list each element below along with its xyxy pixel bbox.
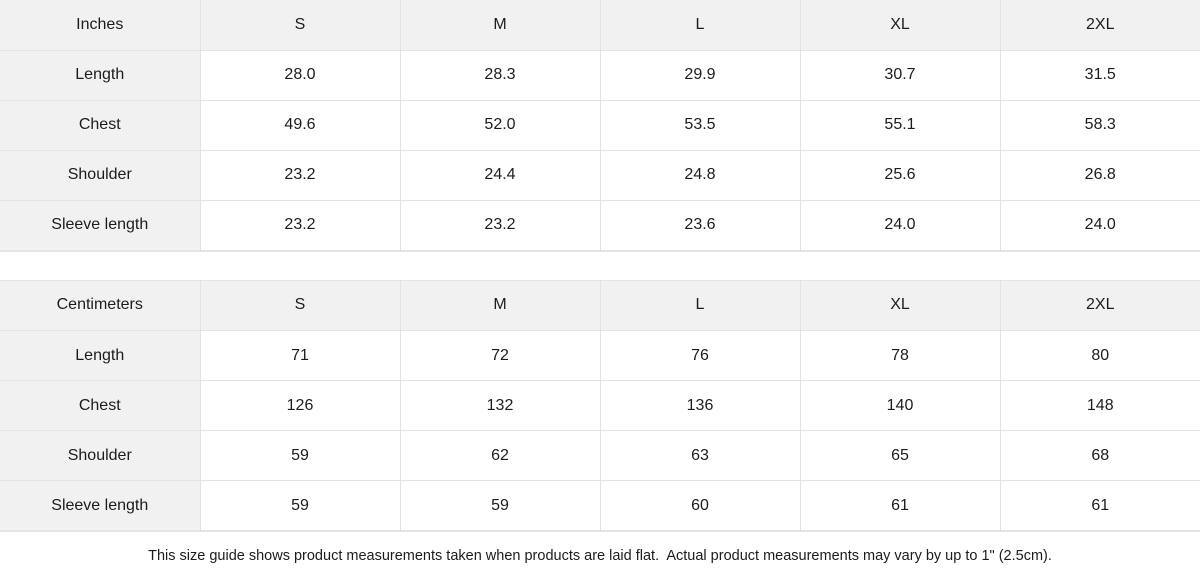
table-row: Shoulder 59 62 63 65 68 [0,430,1200,481]
table-row: Length 28.0 28.3 29.9 30.7 31.5 [0,49,1200,101]
cell-sleeve-length-xl: 24.0 [799,199,1001,251]
table-spacer [0,250,1200,281]
cell-chest-m: 132 [399,380,601,431]
column-header-2xl: 2XL [999,280,1200,331]
cell-shoulder-m: 24.4 [399,149,601,201]
cell-chest-l: 136 [599,380,801,431]
cell-shoulder-m: 62 [399,430,601,481]
cell-sleeve-length-m: 23.2 [399,199,601,251]
cell-length-s: 28.0 [199,49,401,101]
cell-length-2xl: 80 [999,330,1200,381]
row-label-sleeve-length: Sleeve length [0,199,201,251]
size-table-inches-body: Inches S M L XL 2XL Length 28.0 28.3 29.… [0,0,1200,251]
cell-chest-2xl: 58.3 [999,99,1200,151]
size-table-centimeters: Centimeters S M L XL 2XL Length 71 72 76… [0,280,1200,531]
size-table-centimeters-body: Centimeters S M L XL 2XL Length 71 72 76… [0,280,1200,531]
cell-sleeve-length-2xl: 24.0 [999,199,1200,251]
cell-shoulder-xl: 65 [799,430,1001,481]
column-header-s: S [199,0,401,51]
row-label-chest: Chest [0,380,201,431]
cell-length-2xl: 31.5 [999,49,1200,101]
unit-label-inches: Inches [0,0,201,51]
cell-sleeve-length-m: 59 [399,480,601,531]
cell-length-l: 76 [599,330,801,381]
cell-length-xl: 78 [799,330,1001,381]
table-row: Sleeve length 23.2 23.2 23.6 24.0 24.0 [0,199,1200,251]
row-label-length: Length [0,49,201,101]
cell-shoulder-2xl: 68 [999,430,1200,481]
column-header-m: M [399,0,601,51]
table-row: Chest 126 132 136 140 148 [0,380,1200,431]
cell-length-xl: 30.7 [799,49,1001,101]
cell-sleeve-length-s: 59 [199,480,401,531]
column-header-2xl: 2XL [999,0,1200,51]
size-table-inches: Inches S M L XL 2XL Length 28.0 28.3 29.… [0,0,1200,251]
cell-sleeve-length-xl: 61 [799,480,1001,531]
cell-length-m: 72 [399,330,601,381]
cell-chest-s: 49.6 [199,99,401,151]
unit-label-centimeters: Centimeters [0,280,201,331]
cell-chest-s: 126 [199,380,401,431]
cell-length-s: 71 [199,330,401,381]
column-header-xl: XL [799,280,1001,331]
size-guide-footnote: This size guide shows product measuremen… [148,547,1052,564]
row-label-shoulder: Shoulder [0,430,201,481]
cell-shoulder-s: 59 [199,430,401,481]
column-header-l: L [599,280,801,331]
cell-chest-xl: 140 [799,380,1001,431]
row-label-length: Length [0,330,201,381]
column-header-m: M [399,280,601,331]
cell-length-l: 29.9 [599,49,801,101]
cell-sleeve-length-s: 23.2 [199,199,401,251]
cell-shoulder-l: 24.8 [599,149,801,201]
cell-shoulder-xl: 25.6 [799,149,1001,201]
cell-shoulder-2xl: 26.8 [999,149,1200,201]
cell-sleeve-length-l: 23.6 [599,199,801,251]
table-header-row: Centimeters S M L XL 2XL [0,280,1200,331]
row-label-chest: Chest [0,99,201,151]
cell-length-m: 28.3 [399,49,601,101]
table-header-row: Inches S M L XL 2XL [0,0,1200,51]
table-row: Shoulder 23.2 24.4 24.8 25.6 26.8 [0,149,1200,201]
cell-shoulder-s: 23.2 [199,149,401,201]
cell-sleeve-length-l: 60 [599,480,801,531]
cell-chest-xl: 55.1 [799,99,1001,151]
cell-chest-l: 53.5 [599,99,801,151]
row-label-shoulder: Shoulder [0,149,201,201]
cell-chest-2xl: 148 [999,380,1200,431]
footnote-row: This size guide shows product measuremen… [0,531,1200,580]
table-row: Length 71 72 76 78 80 [0,330,1200,381]
cell-chest-m: 52.0 [399,99,601,151]
column-header-l: L [599,0,801,51]
table-row: Chest 49.6 52.0 53.5 55.1 58.3 [0,99,1200,151]
cell-sleeve-length-2xl: 61 [999,480,1200,531]
column-header-s: S [199,280,401,331]
row-label-sleeve-length: Sleeve length [0,480,201,531]
column-header-xl: XL [799,0,1001,51]
cell-shoulder-l: 63 [599,430,801,481]
table-row: Sleeve length 59 59 60 61 61 [0,480,1200,531]
